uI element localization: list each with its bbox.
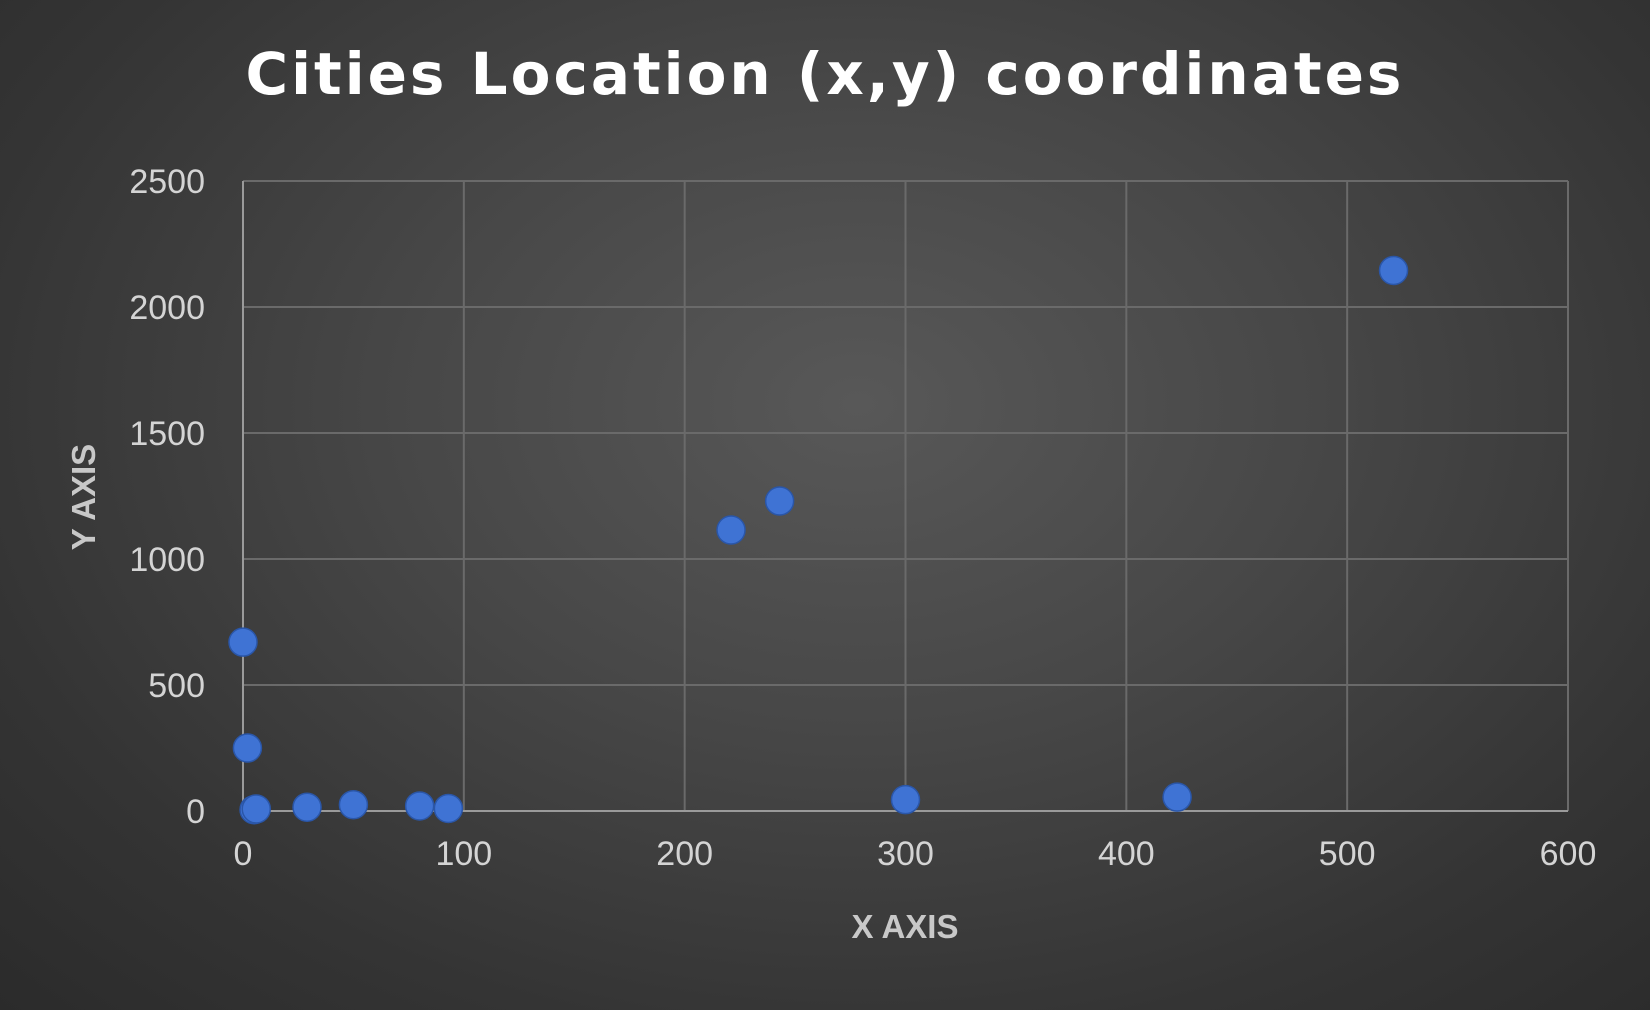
chart-title: Cities Location (x,y) coordinates — [245, 40, 1405, 108]
data-point — [292, 792, 322, 822]
y-tick-labels: 0 500 1000 1500 2000 2500 — [129, 163, 205, 831]
x-tick-label: 100 — [435, 835, 492, 873]
data-point — [433, 793, 464, 824]
y-tick-label: 0 — [186, 793, 205, 831]
data-point — [764, 486, 795, 516]
data-point — [232, 733, 263, 763]
gridlines — [243, 180, 1569, 811]
data-points — [228, 255, 1409, 825]
x-tick-labels: 0 100 200 300 400 500 600 — [234, 835, 1597, 873]
data-point — [1378, 255, 1409, 286]
y-tick-label: 500 — [148, 667, 205, 705]
y-tick-label: 1500 — [129, 415, 205, 453]
data-point — [338, 789, 369, 820]
x-tick-label: 300 — [877, 835, 934, 873]
data-point — [228, 627, 258, 657]
y-tick-label: 2500 — [129, 163, 205, 201]
x-tick-label: 200 — [656, 835, 713, 873]
x-axis-title: X AXIS — [852, 908, 959, 945]
x-tick-label: 600 — [1540, 835, 1597, 873]
data-point — [890, 784, 921, 815]
y-axis-title: Y AXIS — [65, 444, 102, 550]
data-point — [404, 791, 435, 821]
data-point — [241, 794, 271, 824]
y-tick-label: 2000 — [129, 289, 205, 327]
data-point — [1162, 782, 1192, 812]
data-point — [716, 515, 746, 545]
x-tick-label: 500 — [1319, 835, 1376, 873]
y-tick-label: 1000 — [129, 541, 205, 579]
x-tick-label: 400 — [1098, 835, 1155, 873]
x-tick-label: 0 — [234, 835, 253, 873]
